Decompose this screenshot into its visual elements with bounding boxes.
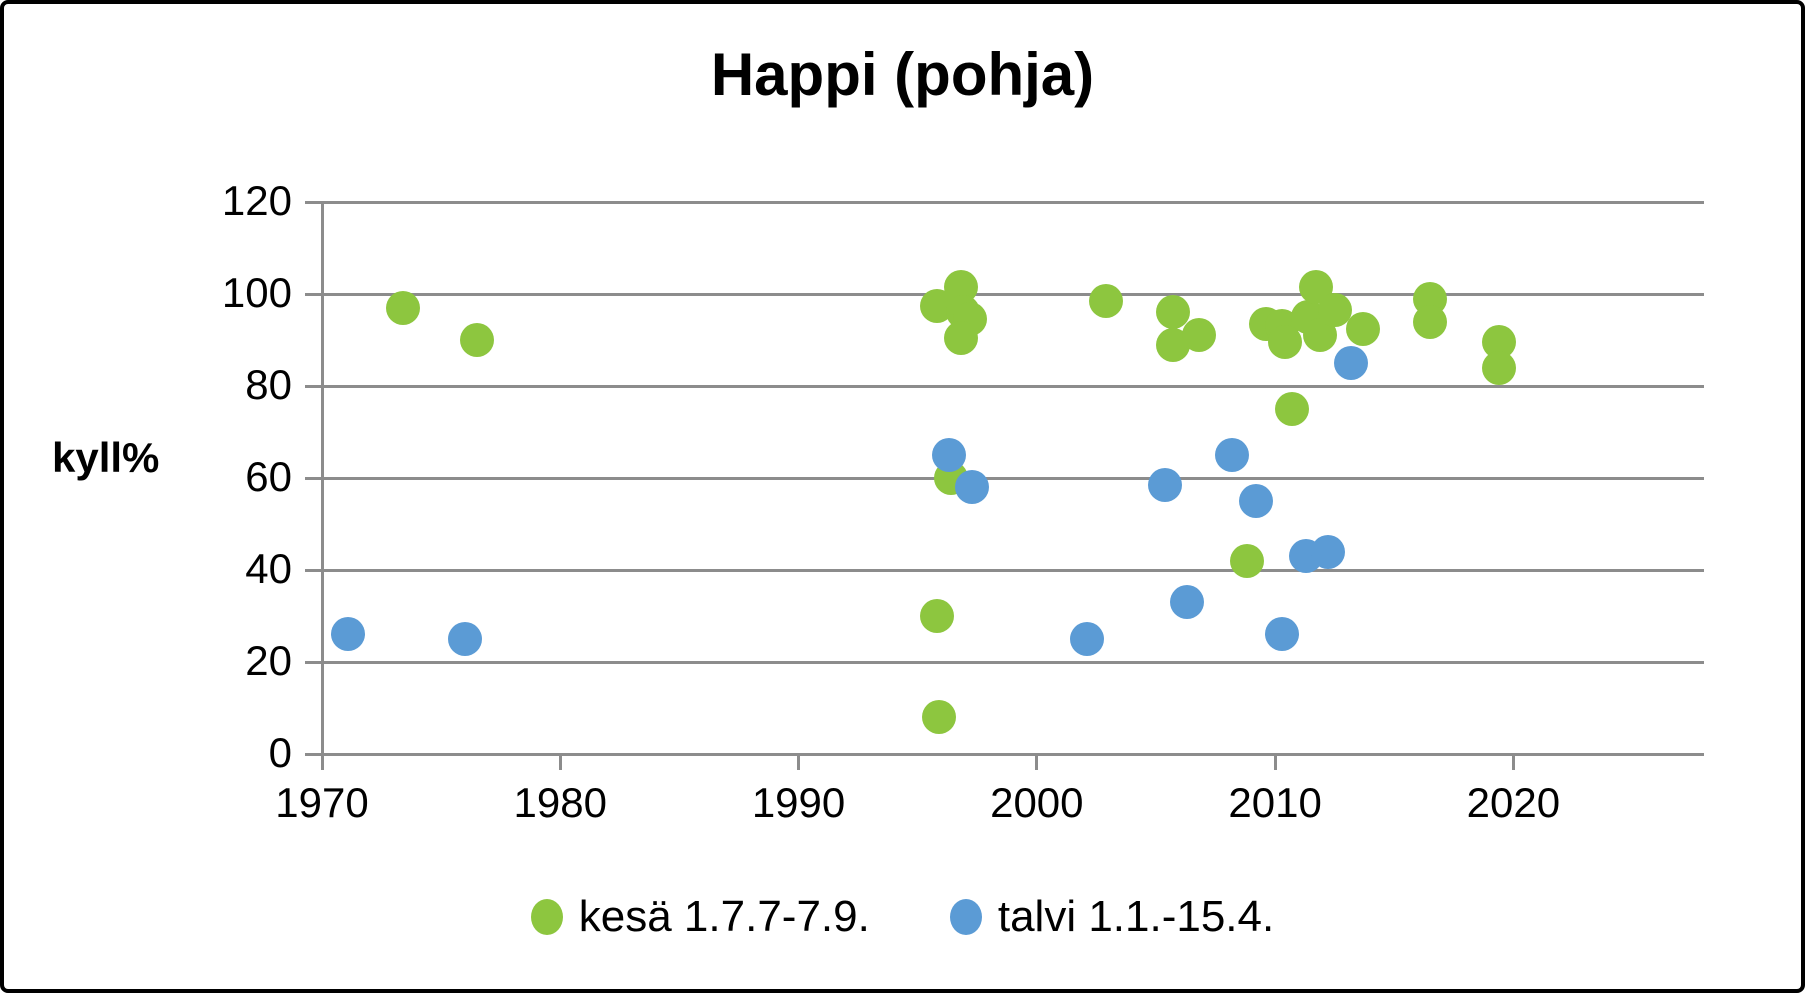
x-tick-2000 xyxy=(1035,754,1039,770)
y-tick-100 xyxy=(305,292,322,296)
data-point-kesa xyxy=(1088,283,1123,318)
y-tick-20 xyxy=(305,660,322,664)
x-tick-1980 xyxy=(558,754,562,770)
x-tick-label-1970: 1970 xyxy=(275,779,369,826)
y-tick-0 xyxy=(305,752,322,756)
y-tick-label-60: 60 xyxy=(245,453,292,500)
data-point-kesa xyxy=(1229,543,1264,578)
y-tick-80 xyxy=(305,384,322,388)
legend-label-talvi: talvi 1.1.-15.4. xyxy=(997,892,1275,941)
y-tick-60 xyxy=(305,476,322,480)
data-point-talvi xyxy=(1265,617,1300,652)
gridline-y-40 xyxy=(322,568,1704,572)
x-tick-2010 xyxy=(1273,754,1277,770)
y-tick-label-120: 120 xyxy=(221,177,292,224)
x-tick-label-2010: 2010 xyxy=(1228,779,1322,826)
y-tick-label-0: 0 xyxy=(268,729,292,776)
data-point-talvi xyxy=(1334,346,1369,380)
y-tick-label-40: 40 xyxy=(245,545,292,592)
data-point-kesa xyxy=(1267,325,1302,360)
data-point-talvi xyxy=(1239,484,1274,518)
data-point-talvi xyxy=(955,470,990,505)
y-tick-label-20: 20 xyxy=(245,637,292,684)
data-point-kesa xyxy=(1317,293,1352,328)
gridline-y-60 xyxy=(322,476,1704,480)
data-point-kesa xyxy=(1412,304,1447,339)
legend-label-kesa: kesä 1.7.7-7.9. xyxy=(578,892,870,941)
data-point-kesa xyxy=(386,290,420,325)
data-point-talvi xyxy=(931,438,966,472)
y-axis-title: kyll% xyxy=(52,434,160,481)
data-point-talvi xyxy=(1169,585,1204,620)
gridline-y-120 xyxy=(322,200,1704,204)
y-tick-40 xyxy=(305,568,322,572)
x-tick-label-1980: 1980 xyxy=(513,779,607,826)
data-point-talvi xyxy=(1215,438,1250,472)
x-tick-1990 xyxy=(797,754,801,770)
data-point-talvi xyxy=(1310,534,1345,569)
data-point-talvi xyxy=(1069,622,1104,656)
data-point-kesa xyxy=(1482,350,1517,385)
data-point-kesa xyxy=(1346,311,1381,346)
x-tick-label-2020: 2020 xyxy=(1466,779,1561,826)
data-point-kesa xyxy=(1181,318,1216,353)
gridline-y-100 xyxy=(322,292,1704,296)
x-tick-label-1990: 1990 xyxy=(751,779,846,826)
data-point-talvi xyxy=(1148,467,1183,502)
x-tick-2020 xyxy=(1511,754,1515,770)
data-point-talvi xyxy=(331,617,366,652)
plot-area: 0 20 40 60 80 100 120 1970 1980 1990 2000 2010 2020 xyxy=(222,180,1704,824)
gridline-y-0 xyxy=(322,752,1704,756)
data-point-kesa xyxy=(1155,295,1190,330)
data-point-kesa xyxy=(919,599,954,633)
kesa-marker-icon xyxy=(530,899,563,935)
data-point-kesa xyxy=(922,700,957,735)
data-point-kesa xyxy=(459,323,494,357)
gridline-y-80 xyxy=(322,384,1704,388)
x-tick-1970 xyxy=(320,754,324,770)
y-tick-120 xyxy=(305,200,322,204)
y-tick-label-80: 80 xyxy=(245,361,292,408)
x-tick-label-2000: 2000 xyxy=(990,779,1084,826)
y-tick-label-100: 100 xyxy=(221,269,292,316)
data-point-kesa xyxy=(943,320,978,355)
legend-item-kesa: kesä 1.7.7-7.9. xyxy=(530,892,870,942)
talvi-marker-icon xyxy=(949,899,982,935)
data-point-kesa xyxy=(1274,392,1309,426)
legend: kesä 1.7.7-7.9. talvi 1.1.-15.4. xyxy=(4,892,1801,942)
legend-item-talvi: talvi 1.1.-15.4. xyxy=(949,892,1275,942)
data-point-talvi xyxy=(447,622,482,656)
chart-title: Happi (pohja) xyxy=(710,41,1095,108)
gridline-y-20 xyxy=(322,660,1704,664)
